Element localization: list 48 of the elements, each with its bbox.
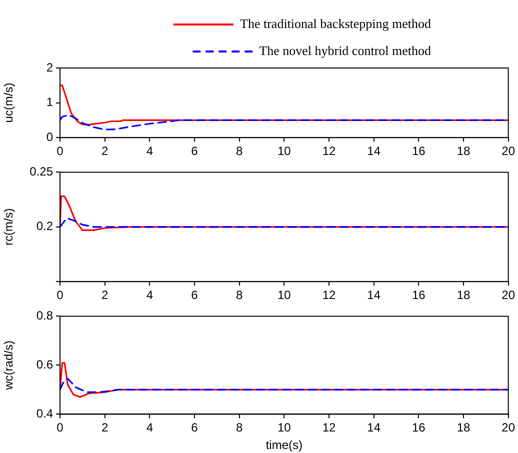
y-tick-label: 0.4 [36,406,54,421]
x-tick-label: 12 [322,420,336,435]
line-series [60,378,508,393]
y-axis-title: wc(rad/s) [2,340,16,391]
x-tick-label: 2 [101,420,108,435]
x-tick-label: 16 [412,144,426,158]
x-tick-label: 14 [367,288,381,302]
y-tick-label: 0.6 [36,358,54,372]
x-axis-title: time(s) [266,438,302,452]
x-tick-label: 0 [56,288,64,302]
x-tick-label: 14 [367,420,381,435]
x-tick-label: 20 [502,420,516,435]
y-tick-label: 0.8 [36,308,54,323]
x-tick-label: 8 [236,288,243,302]
y-tick-label: 2 [46,60,54,74]
x-tick-label: 8 [236,144,243,158]
x-tick-label: 10 [277,420,292,435]
x-tick-label: 8 [236,420,243,435]
legend-label: The novel hybrid control method [259,42,496,58]
y-tick-label: 0 [46,130,54,144]
x-tick-label: 2 [101,144,108,158]
x-tick-label: 16 [412,288,426,302]
legend-label: The traditional backstepping method [240,16,496,31]
x-tick-label: 4 [146,288,154,302]
x-tick-label: 20 [502,288,516,302]
x-tick-label: 0 [56,420,64,435]
y-axis-title: rc(m/s) [2,208,16,246]
x-tick-label: 14 [367,144,381,158]
x-tick-label: 16 [412,420,426,435]
y-tick-label: 0.25 [30,164,54,179]
x-tick-label: 18 [456,288,470,302]
x-tick-label: 2 [101,288,108,302]
x-tick-label: 20 [502,144,516,158]
x-tick-label: 18 [456,420,470,435]
x-tick-label: 6 [191,144,198,158]
x-tick-label: 12 [322,288,336,302]
x-tick-label: 4 [146,144,154,158]
x-tick-label: 18 [456,144,470,158]
y-axis-title: uc(m/s) [2,82,16,123]
x-tick-label: 10 [277,144,292,158]
y-tick-label: 1 [46,95,54,110]
x-tick-label: 12 [322,144,336,158]
x-tick-label: 0 [56,144,64,158]
x-tick-label: 6 [191,420,198,435]
x-tick-label: 4 [146,420,154,435]
x-tick-label: 6 [191,288,198,302]
x-tick-label: 10 [277,288,292,302]
y-tick-label: 0.2 [36,219,54,234]
